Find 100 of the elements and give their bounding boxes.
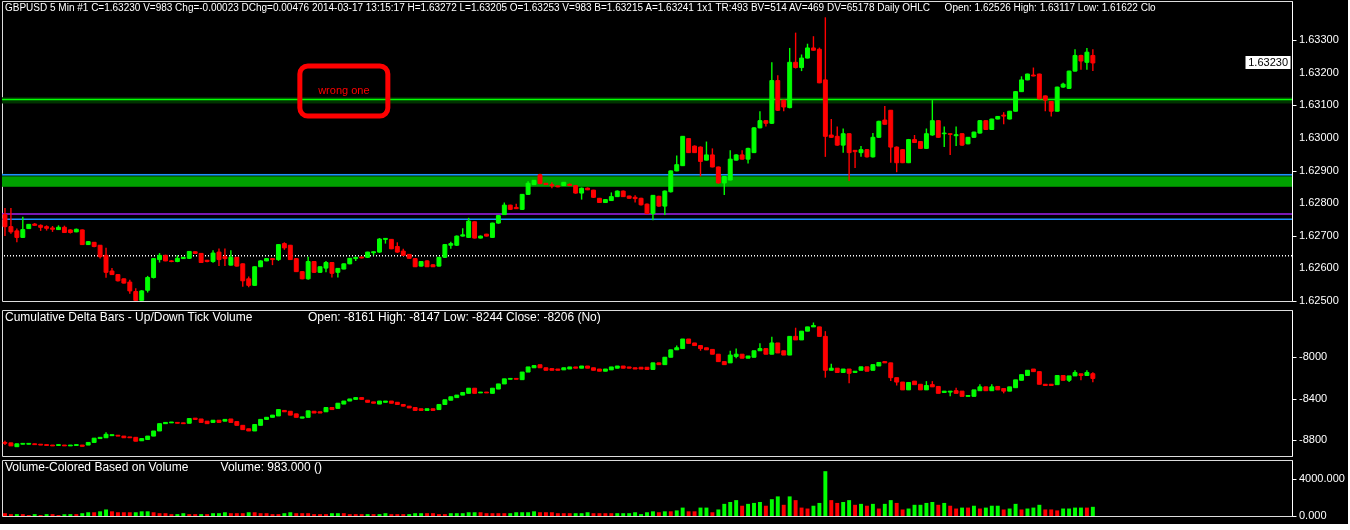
bar <box>627 513 632 516</box>
bar <box>585 512 590 516</box>
bar <box>1007 508 1012 516</box>
bar <box>567 513 572 516</box>
bar <box>329 513 334 516</box>
y-tick-label: 1.62700 <box>1299 228 1339 241</box>
bar <box>246 512 251 516</box>
bar <box>121 512 126 516</box>
bar <box>1055 510 1060 516</box>
bar <box>769 499 774 516</box>
bar <box>419 513 424 516</box>
candlestick <box>787 335 793 356</box>
bar <box>460 513 465 516</box>
bar <box>508 513 513 516</box>
bar <box>139 511 144 516</box>
bar <box>1049 509 1054 516</box>
bar <box>1001 509 1006 516</box>
y-tick-label: 1.62500 <box>1299 294 1339 306</box>
bar <box>746 503 751 516</box>
bar <box>306 513 311 516</box>
bar <box>734 500 739 516</box>
bar <box>3 513 7 516</box>
bar <box>645 512 649 516</box>
bar <box>817 502 822 516</box>
candlestick <box>947 132 953 156</box>
bar <box>1090 506 1095 516</box>
bar <box>573 513 578 516</box>
bar <box>127 512 132 516</box>
bar <box>549 512 554 516</box>
bar <box>514 512 519 516</box>
y-tick-label: 0.000 <box>1299 509 1327 521</box>
bar <box>906 508 911 516</box>
bar <box>686 511 691 516</box>
bar <box>787 496 792 516</box>
bar <box>995 505 1000 516</box>
bar <box>543 512 548 516</box>
bar <box>615 513 620 516</box>
y-tick-label: 1.63100 <box>1299 98 1339 111</box>
bar <box>1073 507 1077 516</box>
bar <box>650 511 655 516</box>
bar <box>882 503 887 516</box>
bar <box>383 513 388 516</box>
bar <box>662 511 667 516</box>
bar <box>829 500 834 516</box>
bar <box>633 512 638 516</box>
bar <box>1067 508 1072 516</box>
bar <box>1079 507 1083 516</box>
y-tick-label: 1.63000 <box>1299 130 1339 143</box>
bar <box>781 504 786 516</box>
bar <box>972 505 976 516</box>
bar <box>240 513 245 516</box>
bar <box>151 512 156 516</box>
bar <box>1025 508 1030 516</box>
chart-title: GBPUSD 5 Min #1 C=1.63230 V=983 Chg=-0.00023 DChg=0.00476 2014-03-17 13:15:17 H=1.63272 L=1.63205 O=1.63253 V=983 B=1.63215 A=1.63241 1x1 TR:493 BV=514 AV=469 DV=65178 Daily OHLC <box>5 2 931 13</box>
bar <box>966 507 970 516</box>
chart-subtitle: Open: -8161 High: -8147 Low: -8244 Close: -8206 (No) <box>307 310 601 324</box>
bar <box>823 471 828 516</box>
bar <box>1013 503 1018 516</box>
bar <box>341 513 346 516</box>
bar <box>431 513 435 516</box>
bar <box>752 502 756 516</box>
bar <box>264 513 269 516</box>
bar <box>740 505 745 516</box>
bar <box>1043 509 1048 516</box>
bar <box>234 513 239 516</box>
bar <box>579 513 584 516</box>
bar <box>757 502 762 516</box>
y-tick-label: -8800 <box>1299 433 1328 446</box>
candlestick <box>846 368 852 385</box>
bar <box>621 513 626 516</box>
bar <box>793 500 798 516</box>
bar <box>609 513 614 516</box>
candlestick <box>650 194 656 221</box>
bar <box>704 507 709 516</box>
bar <box>918 504 923 516</box>
bar <box>989 505 994 516</box>
bar <box>870 503 875 516</box>
bar <box>603 513 608 516</box>
bar <box>252 512 257 516</box>
y-tick-label: 1.62900 <box>1299 163 1339 176</box>
bar <box>110 511 114 516</box>
bar <box>181 513 186 516</box>
bar <box>936 504 941 516</box>
bar <box>835 502 840 516</box>
bar <box>526 512 531 516</box>
bar <box>555 513 560 516</box>
candlestick <box>793 31 799 70</box>
bar <box>115 512 120 516</box>
bar <box>763 505 768 516</box>
candlestick <box>953 125 959 147</box>
bar <box>228 513 233 516</box>
bar <box>532 511 537 516</box>
bar <box>894 502 899 516</box>
bar <box>502 513 507 516</box>
bar <box>710 512 715 516</box>
chart-title: Volume-Colored Based on Volume <box>5 460 189 474</box>
candlestick <box>1084 47 1090 71</box>
bar <box>472 512 477 516</box>
bar <box>294 513 299 516</box>
y-tick-label: -8000 <box>1299 349 1328 362</box>
